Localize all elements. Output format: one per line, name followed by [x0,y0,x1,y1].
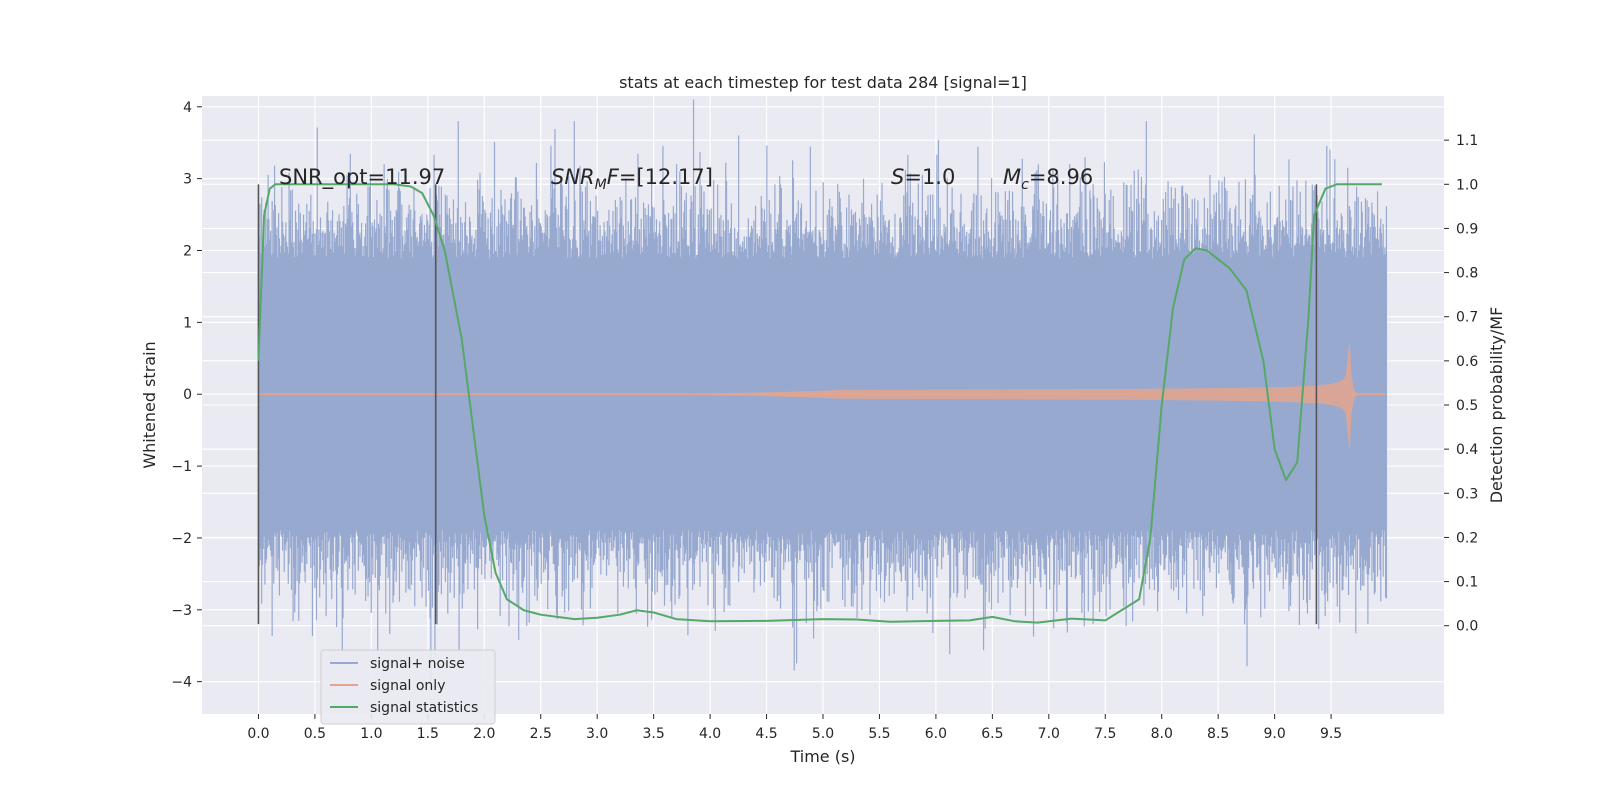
x-tick-label: 2.5 [530,726,552,742]
x-tick-label: 5.5 [868,726,890,742]
annotation-s: S=1.0 [891,165,955,189]
x-tick-label: 6.0 [925,726,947,742]
annotation-mc-suffix: =8.96 [1029,165,1093,189]
annotation-snr-opt: SNR_opt=11.97 [279,165,445,190]
y-tick-label: −3 [171,603,192,619]
x-tick-label: 2.0 [473,726,495,742]
y-right-axis-label: Detection probability/MF [1487,307,1506,504]
y-tick-label: 4 [183,100,192,116]
legend-label-signal-statistics: signal statistics [370,700,478,716]
x-tick-label: 7.5 [1094,726,1116,742]
y-right-tick-label: 0.4 [1456,442,1478,458]
y-tick-label: 2 [183,244,192,260]
x-tick-label: 8.5 [1207,726,1229,742]
annotation-s-prefix: S [891,165,904,189]
y-tick-label: 1 [183,315,192,331]
x-tick-label: 9.5 [1320,726,1342,742]
axis-ticks: 0.0 0.5 1.0 1.5 2.0 2.5 3.0 3.5 4.0 4.5 5.0 5.5 6.0 6… [171,100,1478,742]
legend-box [320,649,496,725]
x-axis-label: Time (s) [789,747,855,766]
legend-label-signal-only: signal only [370,678,445,694]
chart-title: stats at each timestep for test data 284… [619,73,1027,92]
y-tick-label: −1 [171,459,192,475]
x-tick-label: 1.0 [360,726,382,742]
y-right-tick-label: 1.0 [1456,177,1478,193]
y-right-tick-label: 0.3 [1456,486,1478,502]
annotation-snr-mf: SNRMF=[12.17] [551,165,713,193]
annotation-snr-mf-sub: M [595,177,607,193]
legend: signal+ noise signal only signal statist… [320,649,496,725]
x-tick-label: 3.0 [586,726,608,742]
y-tick-label: −4 [171,675,192,691]
statistics-line [257,183,1382,624]
y-tick-label: −2 [171,531,192,547]
y-right-tick-label: 1.1 [1456,133,1478,149]
x-tick-label: 8.0 [1151,726,1173,742]
annotation-snr-mf-suffix-f: F [607,165,620,189]
chirp-envelope [258,339,1386,452]
x-tick-label: 4.0 [699,726,721,742]
annotation-mc-prefix: M [1003,165,1021,189]
annotation-mc: Mc=8.96 [1003,165,1093,193]
x-tick-label: 5.0 [812,726,834,742]
vertical-markers [257,184,1318,625]
x-tick-label: 3.5 [643,726,665,742]
y-right-tick-label: 0.8 [1456,266,1478,282]
y-right-tick-label: 0.1 [1456,575,1478,591]
x-tick-label: 4.5 [755,726,777,742]
annotation-snr-mf-value: =[12.17] [619,165,713,189]
x-tick-label: 0.0 [247,726,269,742]
x-tick-label: 7.0 [1038,726,1060,742]
series-signal-only [258,339,1386,452]
y-right-tick-label: 0.2 [1456,530,1478,546]
annotation-snr-mf-prefix: SNR [551,165,595,189]
plot-area [257,99,1388,682]
x-tick-label: 6.5 [981,726,1003,742]
y-right-tick-label: 0.0 [1456,619,1478,635]
y-right-tick-label: 0.5 [1456,398,1478,414]
x-tick-label: 0.5 [304,726,326,742]
x-tick-label: 1.5 [417,726,439,742]
y-axis-label: Whitened strain [140,341,159,468]
series-signal-statistics [257,183,1382,624]
y-right-tick-label: 0.6 [1456,354,1478,370]
annotation-mc-sub: c [1021,177,1029,193]
legend-label-signal-plus-noise: signal+ noise [370,656,465,672]
x-tick-label: 9.0 [1264,726,1286,742]
y-tick-label: 3 [183,172,192,188]
y-tick-label: 0 [183,387,192,403]
y-right-tick-label: 0.9 [1456,221,1478,237]
annotation-s-suffix: =1.0 [904,165,955,189]
y-right-tick-label: 0.7 [1456,310,1478,326]
